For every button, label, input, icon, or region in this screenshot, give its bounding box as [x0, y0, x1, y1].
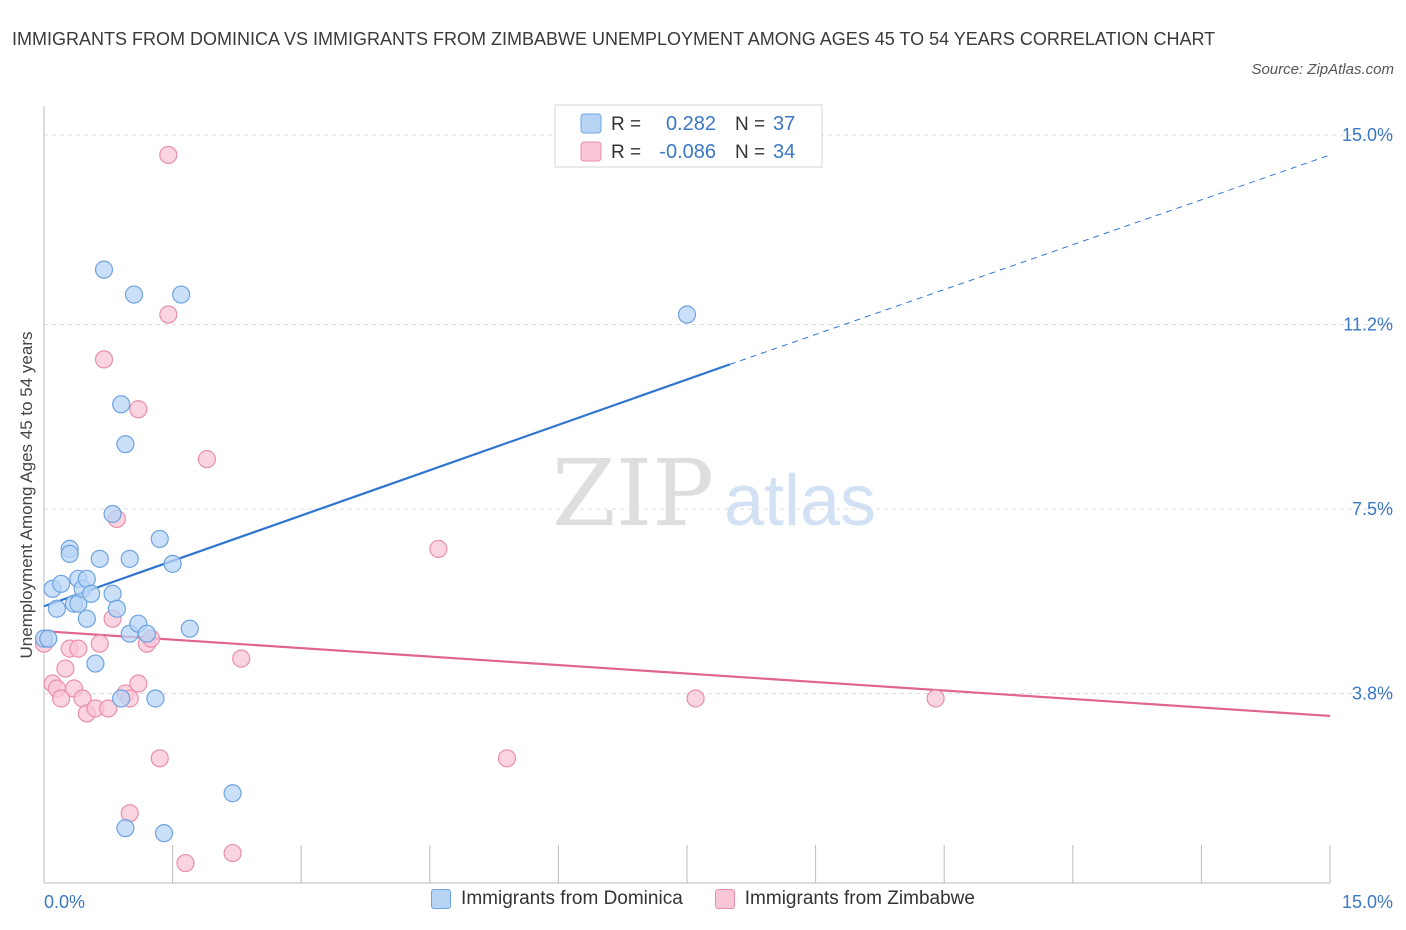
zimbabwe-point-24 — [159, 145, 178, 165]
y-tick-label-1: 7.5% — [1352, 499, 1393, 519]
zimbabwe-point-30 — [429, 539, 448, 558]
x-tick-marks — [43, 845, 1331, 883]
y-tick-label-3: 15.0% — [1342, 125, 1393, 145]
dominica-point-1 — [39, 629, 58, 648]
stats-legend-swatch-blue — [580, 113, 602, 134]
y-tick-label-2: 11.2% — [1343, 314, 1393, 334]
zimbabwe-point-32 — [686, 689, 705, 708]
y-tick-labels: 3.8% 7.5% 11.2% 15.0% — [1342, 125, 1393, 704]
legend-swatch-zimbabwe — [714, 889, 735, 909]
dominica-point-32 — [163, 554, 182, 573]
stats-r-label-2: R = — [611, 142, 641, 163]
zimbabwe-point-7 — [69, 639, 88, 658]
dominica-point-30 — [150, 529, 169, 549]
y-tick-label-0: 3.8% — [1352, 684, 1393, 704]
dominica-point-29 — [146, 689, 165, 708]
series-legend: Immigrants from Dominica Immigrants from… — [0, 888, 1406, 910]
dominica-point-21 — [112, 689, 131, 708]
dominica-point-34 — [180, 619, 199, 638]
stats-r-value-2: -0.086 — [659, 141, 716, 163]
stats-n-value-2: 34 — [773, 141, 795, 163]
x-tick-label-max: 15.0% — [1342, 892, 1393, 912]
stats-n-value-1: 37 — [773, 113, 795, 135]
dominica-point-33 — [172, 285, 191, 304]
series-dominica-points — [34, 260, 697, 843]
legend-swatch-dominica — [431, 889, 452, 909]
zimbabwe-point-4 — [56, 659, 75, 678]
stats-n-label-2: N = — [735, 142, 765, 163]
trend-line-dominica — [43, 363, 731, 608]
trend-line-zimbabwe — [43, 630, 1331, 718]
zimbabwe-point-11 — [90, 634, 109, 653]
trend-line-dominica-extension — [729, 154, 1331, 365]
dominica-point-23 — [116, 819, 135, 838]
zimbabwe-point-31 — [497, 749, 517, 768]
zimbabwe-point-19 — [129, 674, 148, 693]
dominica-point-11 — [77, 569, 96, 588]
dominica-point-19 — [107, 599, 126, 618]
dominica-point-22 — [116, 435, 135, 454]
dominica-point-17 — [103, 504, 122, 524]
zimbabwe-point-26 — [176, 853, 195, 873]
dominica-point-20 — [112, 395, 131, 414]
legend-item-zimbabwe: Immigrants from Zimbabwe — [714, 888, 975, 910]
dominica-point-28 — [137, 624, 156, 643]
grid-lines — [44, 134, 1393, 695]
stats-legend-swatch-pink — [580, 141, 602, 162]
watermark-zip: ZIP — [552, 440, 714, 547]
dominica-point-14 — [86, 654, 105, 673]
chart-title: IMMIGRANTS FROM DOMINICA VS IMMIGRANTS F… — [12, 29, 1216, 49]
dominica-point-24 — [120, 549, 139, 568]
dominica-point-36 — [677, 305, 697, 324]
stats-n-label-1: N = — [735, 114, 765, 135]
dominica-point-35 — [223, 784, 242, 803]
zimbabwe-point-33 — [926, 689, 945, 708]
zimbabwe-point-28 — [223, 843, 242, 863]
stats-r-value-1: 0.282 — [666, 113, 716, 135]
dominica-point-26 — [124, 285, 144, 304]
watermark: ZIP atlas — [552, 440, 876, 547]
trend-lines — [43, 154, 1331, 718]
dominica-point-18 — [103, 584, 122, 603]
dominica-point-12 — [77, 609, 96, 628]
zimbabwe-point-13 — [99, 699, 118, 718]
stats-legend: R = 0.282 N = 37 R = -0.086 N = 34 — [554, 104, 823, 168]
dominica-point-3 — [47, 599, 66, 618]
x-tick-label-min: 0.0% — [44, 892, 85, 912]
zimbabwe-point-29 — [232, 649, 251, 668]
zimbabwe-point-23 — [150, 749, 169, 768]
zimbabwe-point-27 — [197, 450, 216, 469]
zimbabwe-point-18 — [120, 804, 139, 823]
zimbabwe-point-3 — [52, 689, 71, 708]
stats-r-label-1: R = — [611, 114, 641, 135]
zimbabwe-point-12 — [94, 350, 114, 369]
dominica-point-4 — [52, 574, 71, 593]
dominica-point-16 — [94, 260, 114, 279]
source-label: Source: ZipAtlas.com — [1251, 61, 1394, 78]
legend-label-zimbabwe: Immigrants from Zimbabwe — [744, 888, 975, 909]
dominica-point-15 — [90, 549, 109, 568]
legend-label-dominica: Immigrants from Dominica — [461, 888, 683, 909]
watermark-atlas: atlas — [724, 461, 876, 541]
dominica-point-6 — [60, 544, 79, 563]
zimbabwe-point-25 — [159, 305, 178, 324]
legend-item-dominica: Immigrants from Dominica — [431, 888, 683, 910]
zimbabwe-point-20 — [129, 400, 148, 419]
dominica-point-31 — [154, 824, 174, 843]
dominica-point-13 — [82, 584, 101, 603]
